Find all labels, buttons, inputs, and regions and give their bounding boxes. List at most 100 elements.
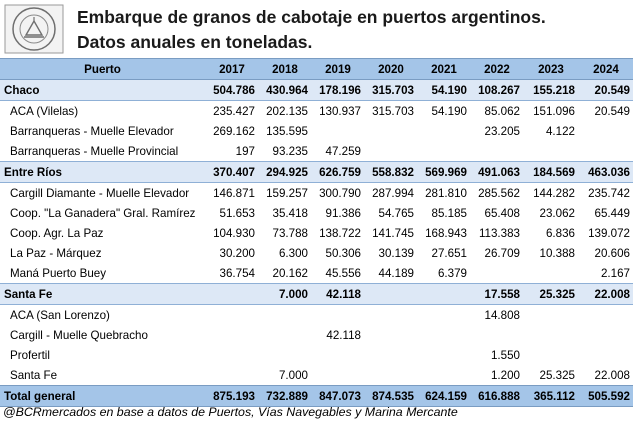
tonnage-cell: 30.139 xyxy=(378,246,414,260)
column-header-year: 2023 xyxy=(523,58,578,80)
tonnage-cell: 42.118 xyxy=(326,328,361,342)
port-row: Coop. "La Ganadera" Gral. Ramírez 51.653 3… xyxy=(0,203,633,223)
tonnage-cell xyxy=(523,141,578,162)
tonnage-cell: 25.325 xyxy=(539,368,575,382)
tonnage-cell: 874.535 xyxy=(364,385,417,407)
tonnage-cell: 558.832 xyxy=(364,161,417,183)
row-label: Profertil xyxy=(10,348,50,362)
tonnage-cell: 85.062 xyxy=(484,104,520,118)
tonnage-cell: 6.300 xyxy=(278,246,308,260)
tonnage-cell: 159.257 xyxy=(266,186,308,200)
tonnage-cell: 104.930 xyxy=(213,226,255,240)
column-header-year: 2018 xyxy=(258,58,311,80)
tonnage-cell: 25.325 xyxy=(523,283,578,305)
tonnage-cell: 315.703 xyxy=(364,79,417,101)
tonnage-cell: 20.606 xyxy=(594,246,630,260)
tonnage-cell xyxy=(417,283,470,305)
tonnage-cell: 269.162 xyxy=(213,124,255,138)
tonnage-cell: 285.562 xyxy=(478,186,520,200)
tonnage-cell: 45.556 xyxy=(325,266,361,280)
column-header-year: 2021 xyxy=(417,58,470,80)
tonnage-cell xyxy=(578,345,633,365)
tonnage-cell xyxy=(364,365,417,386)
tonnage-cell: 65.449 xyxy=(594,206,630,220)
tonnage-cell: 130.937 xyxy=(319,104,361,118)
bcr-seal-logo xyxy=(4,4,64,54)
tonnage-cell xyxy=(205,325,258,345)
tonnage-cell: 35.418 xyxy=(272,206,308,220)
table-header-row: Puerto 2017 2018 2019 2020 2021 2022 2023 2024 xyxy=(0,58,633,80)
tonnage-cell: 135.595 xyxy=(266,124,308,138)
tonnage-cell: 626.759 xyxy=(311,161,364,183)
port-row: Santa Fe 7.000 1.200 25.325 22.008 xyxy=(0,365,633,386)
tonnage-cell xyxy=(311,305,364,326)
province-row: Entre Ríos 370.407 294.925 626.759 558.832 56… xyxy=(0,161,633,183)
tonnage-cell: 491.063 xyxy=(470,161,523,183)
tonnage-cell xyxy=(205,345,258,365)
tonnage-cell xyxy=(205,365,258,386)
tonnage-cell xyxy=(470,263,523,284)
tonnage-cell: 168.943 xyxy=(425,226,467,240)
tonnage-cell xyxy=(470,141,523,162)
tonnage-cell: 65.408 xyxy=(484,206,520,220)
tonnage-cell xyxy=(417,345,470,365)
tonnage-cell: 287.994 xyxy=(372,186,414,200)
tonnage-cell: 732.889 xyxy=(258,385,311,407)
tonnage-cell: 23.205 xyxy=(484,124,520,138)
tonnage-cell: 197 xyxy=(235,144,255,158)
tonnage-cell: 27.651 xyxy=(431,246,467,260)
tonnage-cell xyxy=(417,325,470,345)
tonnage-cell xyxy=(258,305,311,326)
tonnage-cell: 20.549 xyxy=(578,79,633,101)
tonnage-cell: 51.653 xyxy=(219,206,255,220)
report-header: Embarque de granos de cabotaje en puerto… xyxy=(0,0,633,58)
source-footnote: @BCRmercados en base a datos de Puertos,… xyxy=(3,405,458,419)
tonnage-cell: 22.008 xyxy=(578,283,633,305)
tonnage-cell: 23.062 xyxy=(539,206,575,220)
tonnage-cell: 1.200 xyxy=(490,368,520,382)
tonnage-cell: 42.118 xyxy=(311,283,364,305)
tonnage-cell: 44.189 xyxy=(378,266,414,280)
column-header-year: 2019 xyxy=(311,58,364,80)
tonnage-cell: 294.925 xyxy=(258,161,311,183)
tonnage-cell: 108.267 xyxy=(470,79,523,101)
tonnage-cell: 85.185 xyxy=(431,206,467,220)
tonnage-cell xyxy=(205,305,258,326)
tonnage-cell: 139.072 xyxy=(588,226,630,240)
tonnage-cell xyxy=(311,345,364,365)
row-label: Total general xyxy=(0,385,205,407)
row-label: Maná Puerto Buey xyxy=(10,266,107,280)
tonnage-cell xyxy=(417,141,470,162)
tonnage-cell xyxy=(258,325,311,345)
tonnage-cell: 178.196 xyxy=(311,79,364,101)
tonnage-cell: 6.836 xyxy=(545,226,575,240)
tonnage-cell xyxy=(578,121,633,141)
port-row: Barranqueras - Muelle Provincial 197 93.23… xyxy=(0,141,633,162)
tonnage-cell: 20.549 xyxy=(594,104,630,118)
tonnage-cell xyxy=(364,141,417,162)
row-label: Coop. "La Ganadera" Gral. Ramírez xyxy=(10,206,196,220)
column-header-year: 2022 xyxy=(470,58,523,80)
province-row: Santa Fe 7.000 42.118 17.558 25.325 22.008 xyxy=(0,283,633,305)
tonnage-cell xyxy=(578,141,633,162)
port-row: Barranqueras - Muelle Elevador 269.162 135… xyxy=(0,121,633,141)
tonnage-cell: 624.159 xyxy=(417,385,470,407)
tonnage-cell: 7.000 xyxy=(278,368,308,382)
row-label: Barranqueras - Muelle Provincial xyxy=(10,144,179,158)
table-body: Chaco 504.786 430.964 178.196 315.703 54.190 1… xyxy=(0,79,633,407)
column-header-puerto: Puerto xyxy=(0,58,205,80)
port-row: Coop. Agr. La Paz 104.930 73.788 138.722 141… xyxy=(0,223,633,243)
row-label: ACA (San Lorenzo) xyxy=(10,308,110,322)
port-row: La Paz - Márquez 30.200 6.300 50.306 30.139 2… xyxy=(0,243,633,263)
column-header-year: 2024 xyxy=(578,58,633,80)
tonnage-cell xyxy=(364,325,417,345)
row-label: Chaco xyxy=(0,79,205,101)
tonnage-cell xyxy=(205,283,258,305)
tonnage-cell: 141.745 xyxy=(372,226,414,240)
total-row: Total general 875.193 732.889 847.073 874.53… xyxy=(0,385,633,407)
tonnage-cell: 50.306 xyxy=(325,246,361,260)
row-label: Barranqueras - Muelle Elevador xyxy=(10,124,174,138)
row-label: Cargill Diamante - Muelle Elevador xyxy=(10,186,190,200)
tonnage-cell: 54.190 xyxy=(417,79,470,101)
tonnage-cell: 26.709 xyxy=(484,246,520,260)
